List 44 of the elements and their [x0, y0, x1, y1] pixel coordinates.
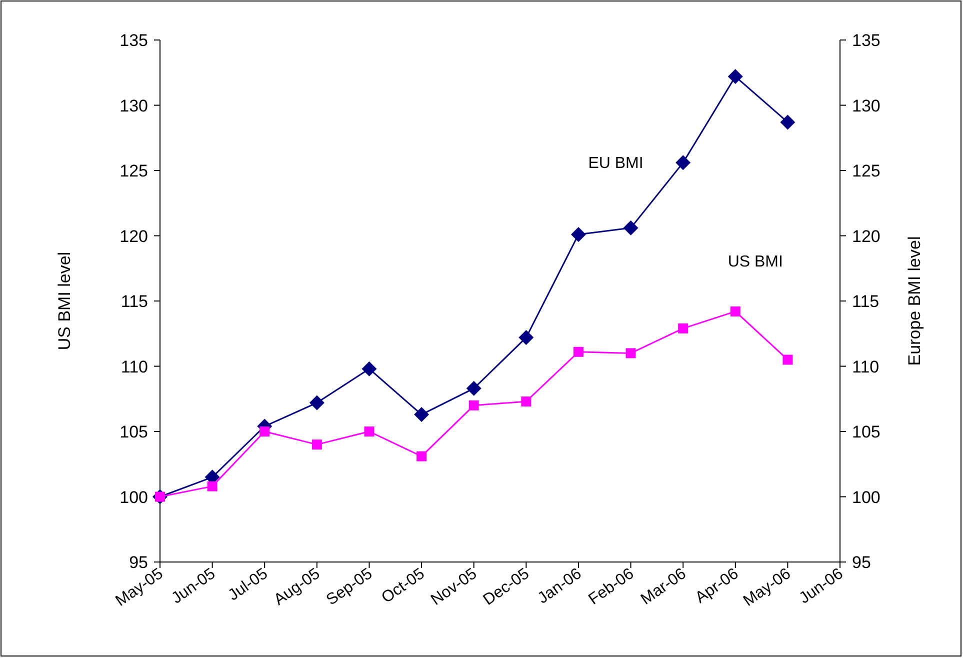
point [518, 330, 534, 346]
y-tick-label: 95 [129, 553, 148, 572]
y2-axis-title: Europe BMI level [905, 236, 924, 366]
point [414, 407, 430, 422]
y2-tick-label: 125 [852, 162, 880, 180]
y-tick-label: 105 [120, 422, 148, 442]
point [570, 226, 586, 242]
y2-tick-label: 100 [852, 488, 880, 507]
y-tick-label: 100 [120, 488, 148, 507]
point [678, 323, 688, 334]
point [207, 481, 218, 492]
point [468, 400, 479, 410]
point [782, 354, 793, 365]
y-tick-label: 125 [120, 162, 148, 180]
y2-tick-label: 110 [852, 357, 880, 376]
point [728, 69, 743, 84]
text: US BMI [728, 253, 783, 270]
point [521, 396, 532, 406]
y-tick-label: 110 [120, 357, 148, 376]
point [309, 395, 324, 410]
y2-tick-label: 115 [852, 292, 880, 311]
point [623, 220, 638, 236]
y-axis-title: US BMI level [55, 252, 74, 350]
y2-tick-label: 120 [852, 226, 880, 246]
point [466, 380, 482, 396]
point [676, 155, 691, 170]
point [730, 306, 740, 316]
series-label: EU BMI [588, 154, 644, 172]
y2-tick-label: 95 [852, 553, 871, 572]
y-tick-label: 130 [120, 96, 148, 116]
y-tick-label: 135 [120, 31, 148, 50]
point [626, 348, 636, 358]
point [362, 361, 377, 376]
point [364, 426, 374, 436]
point [573, 346, 584, 357]
point [260, 426, 270, 436]
y-tick-label: 120 [120, 226, 148, 246]
y-tick-label: 115 [120, 292, 148, 311]
point [416, 451, 427, 462]
point [312, 440, 322, 450]
point [780, 114, 796, 130]
y2-tick-label: 135 [852, 31, 880, 50]
y2-tick-label: 105 [852, 422, 880, 442]
y2-tick-label: 130 [852, 96, 880, 116]
